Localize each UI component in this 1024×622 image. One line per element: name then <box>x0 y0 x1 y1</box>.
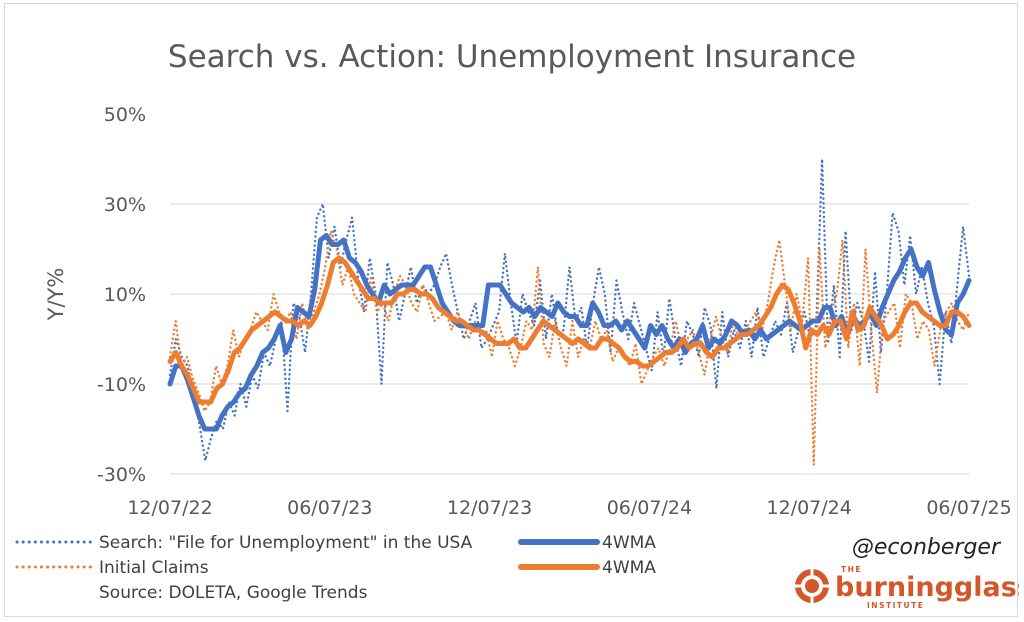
author-handle: @econberger <box>852 535 1002 560</box>
y-tick-label: -30% <box>97 464 146 486</box>
legend: Search: "File for Unemployment" in the U… <box>15 533 656 603</box>
source-note: Source: DOLETA, Google Trends <box>99 583 368 603</box>
y-tick-label: -10% <box>97 374 146 396</box>
logo-institute: INSTITUTE <box>867 601 924 610</box>
chart-frame: Search vs. Action: Unemployment Insuranc… <box>4 3 1019 617</box>
series-layer <box>167 157 972 467</box>
x-tick-label: 12/07/24 <box>767 497 852 519</box>
gridlines <box>170 203 969 475</box>
logo-wordmark: burningglass <box>835 572 1019 603</box>
sunburst-icon <box>795 569 829 603</box>
y-tick-labels: 50% 30% 10% -10% -30% <box>97 104 146 486</box>
x-tick-label: 06/07/25 <box>926 497 1011 519</box>
legend-search-4wma-label: 4WMA <box>602 533 656 553</box>
burning-glass-logo: THE burningglass INSTITUTE <box>795 565 1019 610</box>
y-axis-label: Y/Y% <box>44 268 68 322</box>
search-4wma-line <box>167 233 972 432</box>
chart-title: Search vs. Action: Unemployment Insuranc… <box>168 39 856 75</box>
legend-search-label: Search: "File for Unemployment" in the U… <box>99 533 473 553</box>
logo-the: THE <box>841 565 862 574</box>
y-tick-label: 50% <box>104 104 146 126</box>
x-tick-label: 06/07/23 <box>287 497 372 519</box>
x-tick-label: 12/07/22 <box>127 497 212 519</box>
x-tick-label: 06/07/24 <box>607 497 692 519</box>
claims-4wma-line <box>167 255 972 405</box>
y-tick-label: 10% <box>104 284 146 306</box>
search-series-line <box>168 157 971 462</box>
legend-claims-4wma-label: 4WMA <box>602 558 656 578</box>
y-tick-label: 30% <box>104 194 146 216</box>
legend-claims-label: Initial Claims <box>99 558 209 578</box>
x-tick-label: 12/07/23 <box>447 497 532 519</box>
x-tick-labels: 12/07/22 06/07/23 12/07/23 06/07/24 12/07/24… <box>127 497 1011 519</box>
chart-svg: Search vs. Action: Unemployment Insuranc… <box>15 39 1019 610</box>
